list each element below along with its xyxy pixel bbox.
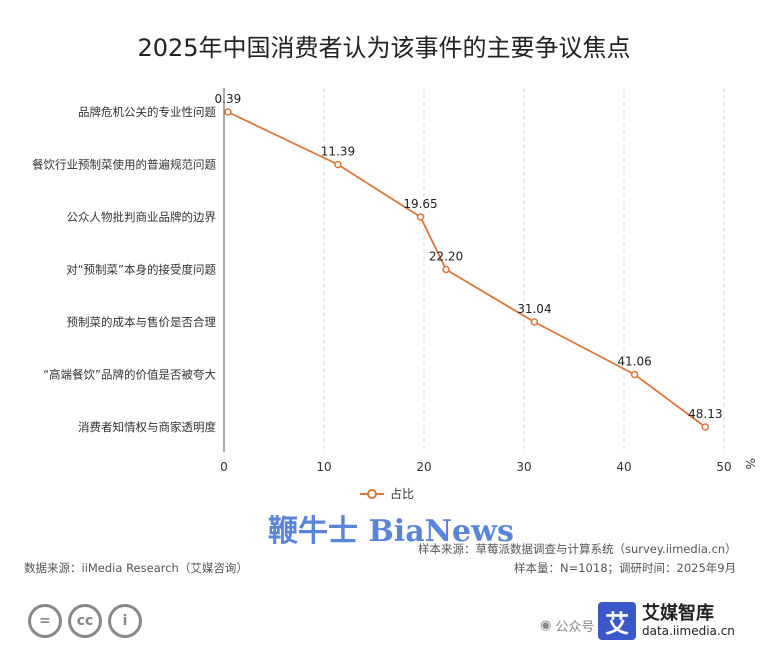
data-label: 0.39 xyxy=(215,92,242,106)
category-label: 预制菜的成本与售价是否合理 xyxy=(67,315,217,329)
data-label: 11.39 xyxy=(321,145,355,159)
x-tick-label: 10 xyxy=(316,460,331,474)
data-labels: 0.39 11.39 19.65 22.20 31.04 41.06 48.13 xyxy=(215,92,723,421)
category-label: 餐饮行业预制菜使用的普遍规范问题 xyxy=(32,158,216,172)
sample-source: 样本来源：草莓派数据调查与计算系统（survey.iimedia.cn） xyxy=(418,542,737,556)
cc-icon: cc xyxy=(68,604,102,638)
data-point xyxy=(334,160,342,169)
legend-marker xyxy=(360,488,384,499)
data-label: 31.04 xyxy=(517,302,551,316)
equal-icon: = xyxy=(28,604,62,638)
x-tick-label: 40 xyxy=(616,460,631,474)
chart-title: 2025年中国消费者认为该事件的主要争议焦点 xyxy=(137,34,631,62)
data-label: 41.06 xyxy=(617,355,651,369)
brand-logo: 艾 xyxy=(598,602,636,640)
category-label: 对“预制菜”本身的接受度问题 xyxy=(66,263,216,277)
x-tick-label: 20 xyxy=(416,460,431,474)
x-tick-label: 0 xyxy=(220,460,228,474)
data-label: 22.20 xyxy=(429,250,463,264)
wechat-text: 公众号 xyxy=(555,620,595,635)
wechat-icon: ◉ xyxy=(540,618,552,633)
data-label: 48.13 xyxy=(688,407,722,421)
legend: 占比 xyxy=(360,485,414,502)
category-label: 公众人物批判商业品牌的边界 xyxy=(67,210,217,224)
person-icon: i xyxy=(108,604,142,638)
data-points xyxy=(224,108,710,431)
sample-size: 样本量：N=1018；调研时间：2025年9月 xyxy=(514,561,737,575)
x-tick-label: 30 xyxy=(516,460,531,474)
grid-lines xyxy=(323,88,725,452)
brand-name: 艾媒智库 xyxy=(642,603,714,624)
line-chart: 品牌危机公关的专业性问题餐饮行业预制菜使用的普遍规范问题公众人物批判商业品牌的边… xyxy=(32,88,757,474)
data-source: 数据来源：iiMedia Research（艾媒咨询） xyxy=(24,561,248,575)
license-icons: = cc i xyxy=(28,604,142,638)
legend-label: 占比 xyxy=(390,487,415,501)
data-point xyxy=(442,265,450,274)
data-point xyxy=(224,108,232,116)
watermark: 鞭牛士 BiaNews xyxy=(268,514,514,549)
series-line xyxy=(227,111,706,428)
category-label: 品牌危机公关的专业性问题 xyxy=(78,105,216,119)
data-point xyxy=(630,370,639,379)
x-tick-label: 50 xyxy=(716,460,731,474)
unit-label: % xyxy=(743,458,757,469)
category-labels: 品牌危机公关的专业性问题餐饮行业预制菜使用的普遍规范问题公众人物批判商业品牌的边… xyxy=(32,105,216,434)
category-label: 消费者知情权与商家透明度 xyxy=(78,420,216,434)
data-point xyxy=(530,318,539,326)
wechat-label: ◉ 公众号 xyxy=(540,616,594,635)
brand: 艾 艾媒智库 data.iimedia.cn xyxy=(598,602,735,640)
x-tick-labels: 0 10 20 30 40 50 xyxy=(220,460,731,474)
data-label: 19.65 xyxy=(403,197,437,211)
brand-url: data.iimedia.cn xyxy=(642,624,735,638)
data-point xyxy=(416,213,425,221)
data-point xyxy=(701,423,710,431)
category-label: “高端餐饮”品牌的价值是否被夸大 xyxy=(43,368,216,382)
